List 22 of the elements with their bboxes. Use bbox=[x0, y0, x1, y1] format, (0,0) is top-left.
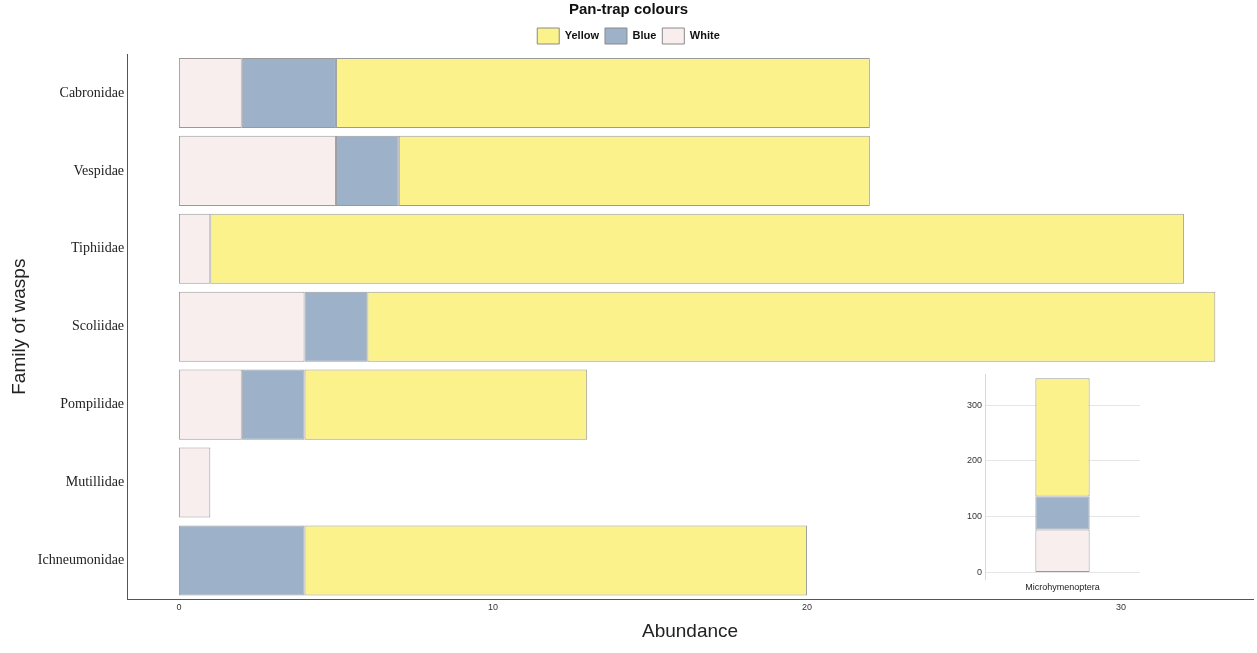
y-tick-label: Tiphiidae bbox=[70, 240, 125, 256]
x-axis-title: Abundance bbox=[641, 619, 739, 641]
y-tick-label: 100 bbox=[966, 511, 983, 522]
y-tick-label: 300 bbox=[966, 399, 983, 410]
y-tick-label: Scoliidae bbox=[71, 318, 125, 334]
y-tick-label: Cabronidae bbox=[59, 84, 125, 100]
y-tick-label: 200 bbox=[966, 455, 983, 466]
x-tick-label: 30 bbox=[1116, 602, 1127, 613]
y-tick-label: Vespidae bbox=[73, 162, 125, 178]
legend-label: White bbox=[689, 29, 720, 42]
y-tick-label: Mutillidae bbox=[65, 474, 125, 490]
legend-label: Yellow bbox=[564, 29, 600, 42]
x-tick-label: 0 bbox=[176, 602, 182, 613]
y-axis-title: Family of wasps bbox=[7, 258, 29, 395]
legend-label: Blue bbox=[632, 29, 657, 42]
legend-title: Pan-trap colours bbox=[568, 0, 689, 17]
x-tick-label: 10 bbox=[487, 602, 498, 613]
x-tick-label: Microhymenoptera bbox=[1025, 582, 1100, 593]
y-tick-label: Ichneumonidae bbox=[37, 552, 125, 568]
y-tick-label: Pompilidae bbox=[60, 396, 125, 412]
y-tick-label: 0 bbox=[977, 566, 983, 577]
x-tick-label: 20 bbox=[802, 602, 813, 613]
